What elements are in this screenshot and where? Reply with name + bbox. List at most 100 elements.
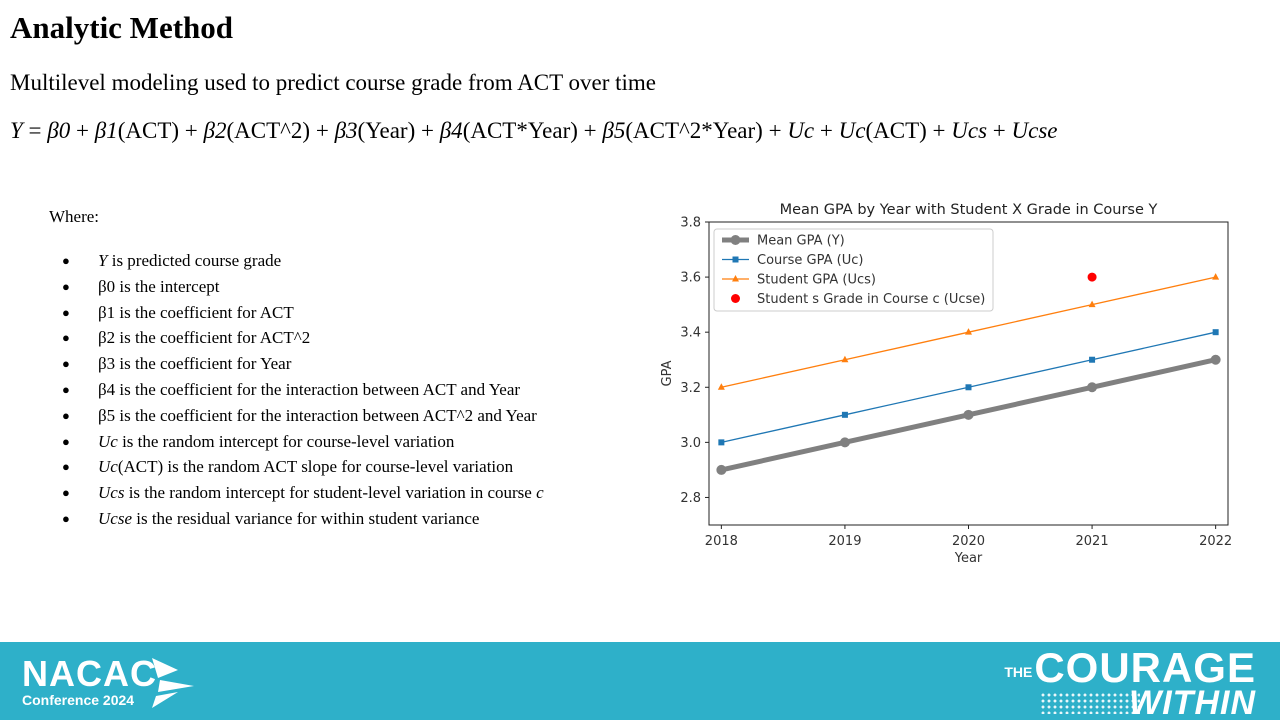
equation-term: Ucse <box>1011 118 1058 143</box>
data-point <box>839 437 850 448</box>
definition-item: ● Uc(ACT) is the random ACT slope for cou… <box>62 454 544 480</box>
legend-marker <box>732 256 739 263</box>
nacac-brand: NACAC <box>22 653 157 694</box>
legend-label: Student GPA (Ucs) <box>757 273 876 288</box>
gpa-line-chart: Mean GPA by Year with Student X Grade in… <box>660 202 1232 566</box>
definition-item: ● β3 is the coefficient for Year <box>62 351 544 377</box>
equation-term: + <box>70 118 95 143</box>
definition-item: ● β5 is the coefficient for the interacti… <box>62 403 544 429</box>
footer-banner: NACAC Conference 2024 THE COURAGE WITHIN <box>0 642 1280 720</box>
legend-marker <box>731 294 740 303</box>
bullet-icon: ● <box>62 485 70 501</box>
bullet-icon: ● <box>62 278 70 294</box>
courage-within-logo: THE COURAGE WITHIN <box>1004 647 1256 722</box>
equation-term: Y <box>10 118 23 143</box>
bullet-icon: ● <box>62 381 70 397</box>
definition-text: β1 is the coefficient for ACT <box>98 302 294 322</box>
equation-term: β2 <box>203 118 227 143</box>
y-tick-label: 2.8 <box>680 491 701 506</box>
x-tick-label: 2021 <box>1076 534 1109 549</box>
data-point <box>963 409 974 420</box>
data-point <box>718 439 725 446</box>
definition-text: β4 is the coefficient for the interactio… <box>98 379 521 399</box>
definition-item: ● β1 is the coefficient for ACT <box>62 300 544 326</box>
definition-text: c <box>536 483 544 503</box>
data-point <box>1088 300 1096 308</box>
bullet-icon: ● <box>62 510 70 526</box>
chart-title: Mean GPA by Year with Student X Grade in… <box>780 202 1158 218</box>
within-label: WITHIN <box>1129 684 1256 722</box>
data-point <box>841 355 849 363</box>
data-point <box>1212 329 1219 336</box>
equation-term: β0 <box>47 118 71 143</box>
definition-item: ● Ucse is the residual variance for withi… <box>62 506 544 532</box>
legend-marker <box>732 275 739 282</box>
definition-item: ● β4 is the coefficient for the interacti… <box>62 377 544 403</box>
definition-item: ● Uc is the random intercept for course-l… <box>62 429 544 455</box>
bullet-icon: ● <box>62 356 70 372</box>
slide-subtitle: Multilevel modeling used to predict cour… <box>10 70 656 95</box>
bullet-icon: ● <box>62 253 70 268</box>
definition-text: β5 is the coefficient for the interactio… <box>98 405 537 425</box>
legend-marker <box>730 235 741 245</box>
equation-term: + <box>987 118 1012 143</box>
definition-item: ● Y is predicted course grade <box>62 248 544 274</box>
legend-label: Course GPA (Uc) <box>757 253 863 268</box>
nacac-triangle-icon <box>152 658 194 708</box>
x-tick-label: 2018 <box>705 534 738 549</box>
bullet-icon: ● <box>62 330 70 346</box>
y-tick-label: 3.8 <box>680 216 701 231</box>
model-equation: Y = β0 + β1(ACT) + β2(ACT^2) + β3(Year) … <box>10 118 1058 144</box>
data-point <box>1087 382 1098 393</box>
y-tick-label: 3.6 <box>680 271 701 286</box>
slide-title: Analytic Method <box>10 10 234 45</box>
definition-text: Y <box>98 251 108 270</box>
equation-term: Uc <box>838 118 866 143</box>
definition-text: is predicted course grade <box>107 251 282 270</box>
where-label: Where: <box>49 207 100 226</box>
legend-box <box>713 228 994 312</box>
dot-pattern-icon <box>1040 692 1141 714</box>
data-point <box>1089 356 1096 363</box>
definitions-list: ● Y is predicted course grade ● β0 is the i… <box>62 248 544 532</box>
data-point <box>1210 354 1221 365</box>
equation-term: β1 <box>94 118 118 143</box>
x-tick-label: 2019 <box>828 534 861 549</box>
bullet-icon: ● <box>62 459 70 475</box>
equation-term: + <box>814 118 839 143</box>
x-tick-label: 2020 <box>952 534 985 549</box>
equation-term: = <box>22 118 48 143</box>
data-point <box>717 383 725 390</box>
definition-text: is the random intercept for course-level… <box>117 431 455 451</box>
data-point <box>841 411 848 418</box>
y-tick-label: 3.0 <box>680 436 701 451</box>
equation-term: Uc <box>787 118 815 143</box>
bullet-icon: ● <box>62 304 70 320</box>
data-point <box>1212 273 1220 280</box>
legend-label: Mean GPA (Y) <box>757 234 845 249</box>
x-tick-label: 2022 <box>1199 534 1232 549</box>
equation-term: (ACT^2*Year) + <box>625 118 788 143</box>
equation-term: (ACT) + <box>117 118 204 143</box>
definition-text: (ACT) is the random ACT slope for course… <box>117 457 514 477</box>
x-axis-label: Year <box>954 551 983 566</box>
definition-text: Ucs <box>98 483 125 503</box>
definition-text: β3 is the coefficient for Year <box>98 354 292 374</box>
equation-term: Ucs <box>951 118 988 143</box>
equation-term: (Year) + <box>357 118 440 143</box>
data-point <box>965 328 972 335</box>
data-point <box>716 464 727 475</box>
definition-item: ● Ucs is the random intercept for student… <box>62 480 544 506</box>
student-grade-point <box>1087 272 1097 282</box>
equation-term: β5 <box>602 118 626 143</box>
definition-text: β0 is the intercept <box>98 276 220 296</box>
equation-term: β3 <box>334 118 358 143</box>
bullet-icon: ● <box>62 433 70 449</box>
nacac-logo-text: NACAC Conference 2024 <box>22 653 157 709</box>
definition-text: is the residual variance for within stud… <box>131 508 480 528</box>
equation-term: (ACT*Year) + <box>462 118 603 143</box>
definition-text: is the random intercept for student-leve… <box>124 483 537 503</box>
y-axis-label: GPA <box>660 360 675 386</box>
y-tick-label: 3.4 <box>680 326 701 341</box>
definition-text: β2 is the coefficient for ACT^2 <box>98 328 311 348</box>
